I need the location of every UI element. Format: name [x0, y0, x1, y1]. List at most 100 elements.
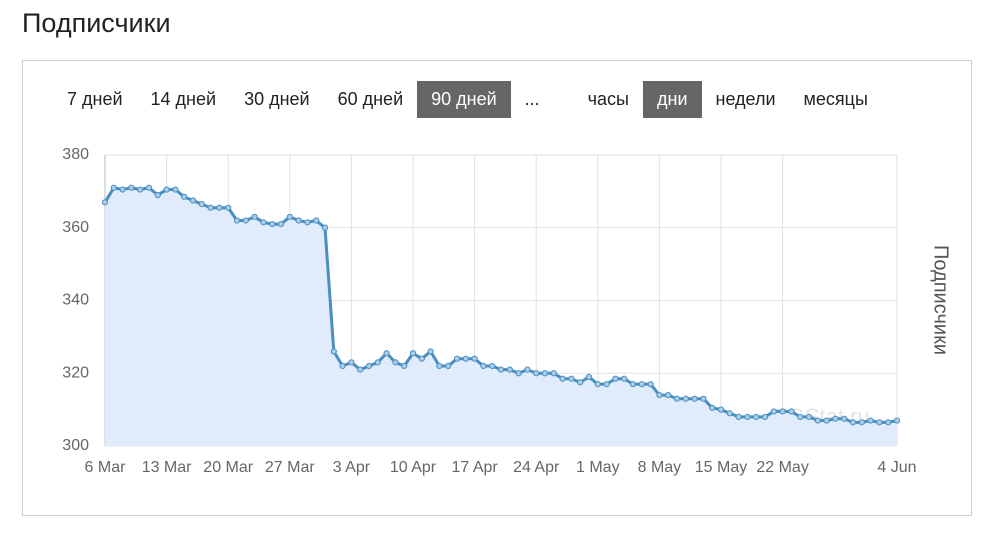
- point: [893, 417, 901, 424]
- button[interactable]: часы: [587, 89, 629, 109]
- point: [858, 419, 865, 426]
- point: [735, 413, 742, 420]
- button[interactable]: дни: [643, 81, 702, 118]
- point: [568, 375, 575, 382]
- point: [145, 184, 153, 191]
- point: [665, 391, 672, 399]
- point: [295, 217, 302, 224]
- point: [286, 213, 293, 220]
- button[interactable]: недели: [715, 89, 776, 109]
- point: [225, 204, 232, 211]
- point: [242, 217, 249, 224]
- button[interactable]: 7 дней: [67, 89, 123, 109]
- point: [823, 417, 830, 424]
- point: [849, 419, 857, 426]
- point: [726, 410, 733, 417]
- point: [427, 348, 434, 355]
- point: [797, 413, 804, 420]
- point: [700, 395, 707, 402]
- point: [339, 362, 346, 370]
- point: [761, 413, 769, 420]
- point: [656, 391, 663, 399]
- point: [577, 379, 584, 386]
- button[interactable]: 60 дней: [337, 89, 404, 109]
- point: [365, 362, 373, 370]
- point: [172, 186, 179, 193]
- point: [321, 224, 329, 231]
- y-tick-label: 320: [62, 364, 89, 381]
- point: [189, 197, 197, 204]
- point: [480, 362, 487, 370]
- point: [269, 221, 276, 228]
- point: [348, 359, 355, 366]
- point: [163, 186, 170, 193]
- point: [709, 404, 716, 411]
- x-tick-label: 22 May: [756, 459, 808, 476]
- point: [251, 213, 258, 220]
- point: [181, 193, 188, 200]
- x-tick-label: 15 May: [695, 459, 747, 476]
- point: [101, 199, 109, 206]
- point: [207, 204, 214, 211]
- x-tick-label: 8 May: [638, 459, 682, 476]
- point: [506, 366, 513, 373]
- y-tick-label: 380: [62, 146, 89, 163]
- point: [418, 355, 425, 362]
- point: [233, 217, 241, 224]
- point: [462, 355, 469, 362]
- point: [277, 221, 285, 228]
- page-title: Подписчики: [22, 8, 171, 38]
- button[interactable]: 30 дней: [244, 89, 310, 109]
- point: [603, 381, 610, 388]
- y-tick-label: 340: [62, 292, 89, 309]
- point: [559, 375, 566, 382]
- point: [550, 370, 557, 377]
- point: [119, 186, 126, 193]
- point: [383, 350, 390, 357]
- point: [436, 362, 443, 370]
- point: [673, 395, 681, 402]
- panel: 7 дней 14 дней 30 дней 60 дней 90 дней... час…: [22, 60, 972, 516]
- point: [471, 355, 478, 362]
- point: [137, 186, 144, 193]
- point: [313, 217, 320, 224]
- point: [260, 219, 267, 226]
- point: [629, 381, 637, 388]
- area: [105, 187, 897, 447]
- point: [401, 362, 408, 370]
- point: [128, 184, 135, 191]
- point: [374, 359, 381, 366]
- x-tick-label: 3 Apr: [333, 459, 371, 476]
- point: [533, 370, 540, 377]
- x-tick-label: 17 Apr: [451, 459, 498, 476]
- point: [489, 362, 496, 370]
- point: [445, 362, 452, 370]
- point: [638, 381, 645, 388]
- point: [594, 381, 601, 388]
- point: [788, 408, 795, 415]
- point: [304, 219, 311, 226]
- point: [198, 201, 205, 208]
- x-tick-label: 1 May: [576, 459, 620, 476]
- button[interactable]: ...: [524, 89, 540, 109]
- point: [770, 408, 777, 415]
- point: [330, 348, 337, 355]
- x-tick-label: 20 Mar: [203, 459, 253, 476]
- point: [876, 419, 883, 426]
- button[interactable]: месяцы: [803, 89, 868, 109]
- point: [392, 359, 399, 366]
- point: [585, 373, 593, 380]
- button[interactable]: 90 дней: [417, 81, 511, 118]
- point: [841, 415, 848, 422]
- point: [814, 417, 821, 424]
- point: [885, 419, 892, 426]
- point: [867, 417, 874, 424]
- point: [357, 366, 364, 373]
- point: [682, 395, 689, 402]
- controls: 7 дней 14 дней 30 дней 60 дней 90 дней... час…: [53, 81, 882, 118]
- point: [621, 375, 628, 382]
- point: [154, 191, 161, 199]
- x-tick-label: 24 Apr: [513, 459, 560, 476]
- button[interactable]: 14 дней: [150, 89, 217, 109]
